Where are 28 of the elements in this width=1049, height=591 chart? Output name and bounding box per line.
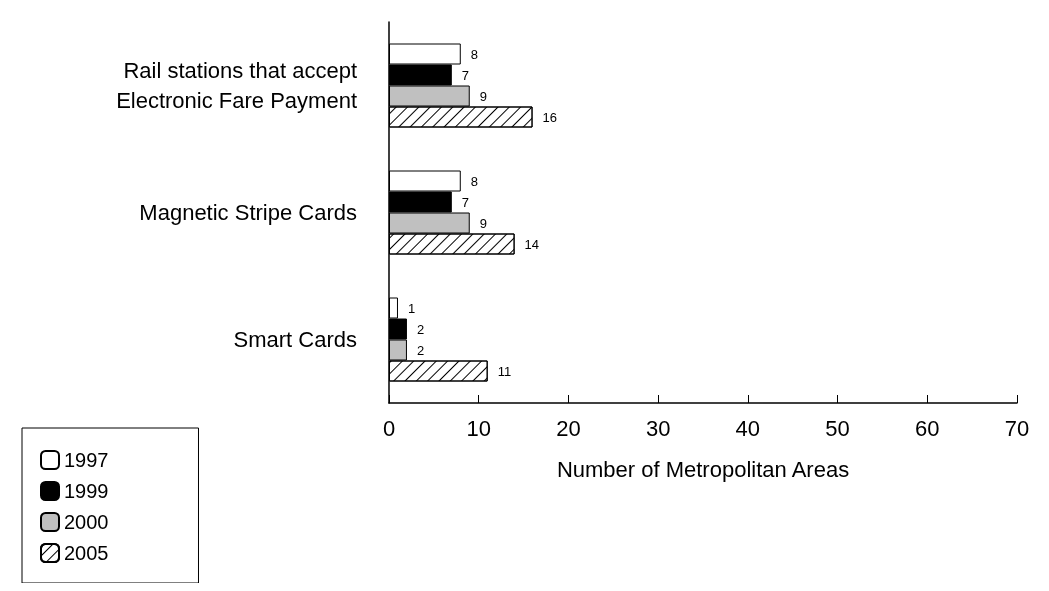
data-label: 8 — [470, 46, 479, 62]
data-label: 7 — [461, 194, 470, 210]
data-label: 1 — [407, 300, 416, 316]
legend-label: 2000 — [64, 511, 109, 533]
legend-label: 1999 — [64, 480, 109, 502]
y-tick-label: Rail stations that accept Electronic Fare Payment — [116, 58, 357, 113]
x-tick-label: 50 — [825, 415, 850, 441]
legend-label: 2005 — [64, 542, 109, 564]
x-tick-label: 10 — [466, 415, 491, 441]
y-tick-label: Smart Cards — [233, 327, 357, 352]
x-tick-label: 60 — [915, 415, 940, 441]
data-label: 2 — [416, 321, 425, 337]
data-label: 7 — [461, 67, 470, 83]
data-label: 8 — [470, 173, 479, 189]
x-tick-label: 20 — [556, 415, 581, 441]
x-tick-label: 70 — [1004, 415, 1030, 441]
x-tick-label: 0 — [382, 415, 396, 441]
x-axis-title: Number of Metropolitan Areas — [556, 456, 850, 482]
data-label: 9 — [479, 88, 487, 104]
data-label: 11 — [497, 363, 512, 379]
data-label: 16 — [542, 109, 558, 125]
data-label: 2 — [416, 342, 425, 358]
legend-label: 1997 — [64, 449, 109, 471]
y-tick-label: Magnetic Stripe Cards — [139, 200, 357, 225]
data-label: 9 — [479, 215, 487, 231]
x-tick-label: 40 — [735, 415, 761, 441]
data-label: 14 — [524, 236, 540, 252]
x-tick-label: 30 — [645, 415, 671, 441]
